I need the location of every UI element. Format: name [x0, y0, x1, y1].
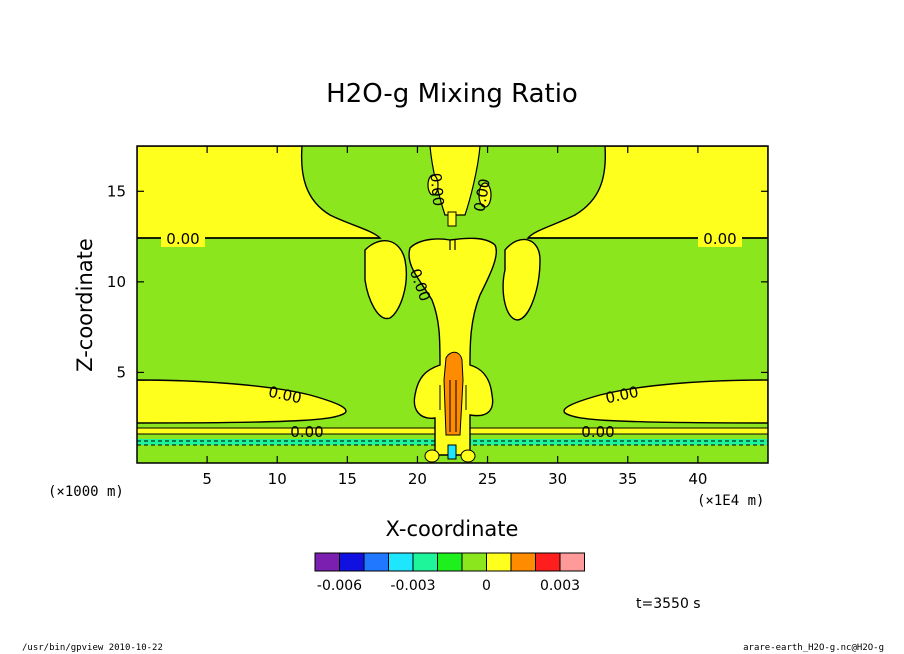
x-tick-label: 25 [478, 470, 497, 488]
region-lower-right-positive [563, 379, 768, 424]
colorbar-swatch [559, 552, 585, 572]
colorbar-swatch [314, 552, 340, 572]
region-top-cell-2 [478, 182, 492, 208]
colorbar-swatch [437, 552, 463, 572]
colorbar-swatch [535, 552, 561, 572]
contour-labels: 0.00 0.00 0.00 0.00 0.00 0.00 0.00 0.00 … [161, 172, 742, 441]
region-top-core [447, 211, 457, 227]
colorbar-tick-label: 0.003 [540, 578, 580, 594]
plot-frame [136, 145, 769, 464]
contour-label: 0.00 [470, 177, 494, 213]
region-upper-left-positive [137, 146, 382, 239]
colorbar-swatch [388, 552, 414, 572]
footer-right: arare-earth_H2O-g.nc@H2O-g [743, 643, 884, 653]
region-central-plume [408, 237, 497, 456]
x-tick-label: 15 [338, 470, 357, 488]
colorbar-swatch [461, 552, 487, 572]
contour-label: 0.00 [427, 172, 448, 207]
colorbar-swatch [363, 552, 389, 572]
x-tick-label: 5 [202, 470, 212, 488]
x-unit-label: (×1E4 m) [697, 493, 764, 509]
contour-label: 0.00 [581, 423, 614, 441]
region-orange-core [443, 351, 464, 436]
region-bottom-cell-2 [460, 449, 476, 463]
region-lower-left-positive [137, 379, 347, 424]
colorbar [314, 552, 585, 572]
colorbar-swatch [412, 552, 438, 572]
x-axis-label: X-coordinate [386, 517, 519, 541]
colorbar-swatch [339, 552, 365, 572]
x-tick-label: 30 [548, 470, 567, 488]
region-upper-right-positive [526, 146, 768, 239]
colorbar-swatch [486, 552, 512, 572]
y-tick-label: 15 [107, 182, 126, 200]
region-bottom-cell-1 [424, 449, 440, 463]
contour-label: 0.00 [166, 230, 199, 248]
y-tick-label: 5 [116, 363, 126, 381]
x-tick-label: 40 [688, 470, 707, 488]
colorbar-tick-label: 0 [482, 578, 491, 594]
region-top-column [429, 146, 481, 216]
footer-left: /usr/bin/gpview 2010-10-22 [22, 643, 163, 653]
region-mid-left-lobe [364, 240, 407, 320]
y-tick-label: 10 [107, 273, 126, 291]
x-tick-label: 10 [268, 470, 287, 488]
time-label: t=3550 s [636, 596, 701, 612]
region-top-cell-1 [427, 174, 439, 196]
contour-label: 0.00 [703, 230, 736, 248]
colorbar-ticks: -0.006 -0.003 0 0.003 [317, 578, 580, 594]
colorbar-swatch [510, 552, 536, 572]
y-axis-label: Z-coordinate [73, 238, 97, 372]
plot-area [137, 146, 768, 463]
x-axis: 5 10 15 20 25 30 35 40 [202, 146, 707, 488]
y-axis: 5 10 15 [107, 182, 768, 381]
y-unit-label: (×1000 m) [48, 484, 124, 500]
chart-title: H2O-g Mixing Ratio [326, 79, 578, 109]
colorbar-tick-label: -0.003 [390, 578, 435, 594]
region-mid-right-lobe [502, 238, 541, 321]
region-bottom-blue [447, 444, 457, 460]
colorbar-tick-label: -0.006 [317, 578, 362, 594]
x-tick-label: 35 [618, 470, 637, 488]
x-tick-label: 20 [408, 470, 427, 488]
contour-label: 0.00 [290, 423, 323, 441]
